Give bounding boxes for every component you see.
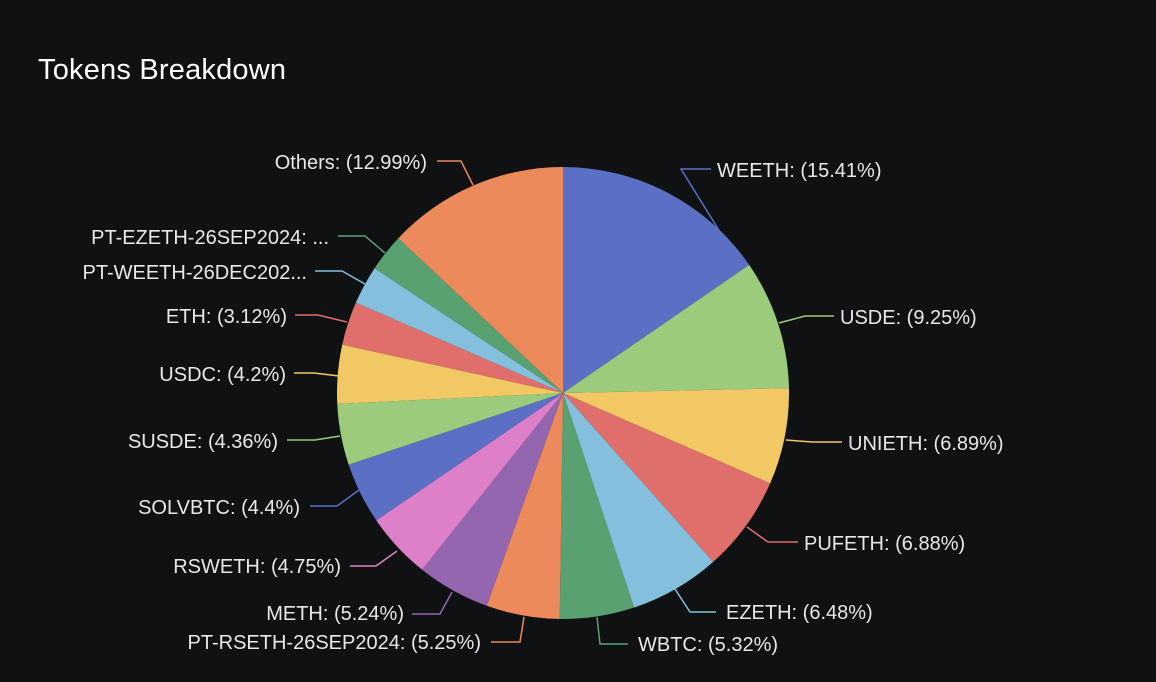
slice-labels: WEETH: (15.41%) USDE: (9.25%) UNIETH: (6.8… xyxy=(82,152,1003,656)
slice-label-pufeth: PUFETH: (6.88%) xyxy=(804,533,965,555)
leader-line-pt-rseth-26sep2024 xyxy=(491,616,525,643)
pie-slice-usde[interactable] xyxy=(563,264,789,393)
slice-label-weeth: WEETH: (15.41%) xyxy=(717,160,881,182)
leader-line-others xyxy=(437,160,474,186)
slice-label-eth: ETH: (3.12%) xyxy=(166,306,287,328)
pie-slice-ezeth[interactable] xyxy=(563,393,714,608)
slice-label-rsweth: RSWETH: (4.75%) xyxy=(173,556,341,578)
slice-label-pt-ezeth-26sep2024: PT-EZETH-26SEP2024: ... xyxy=(91,227,329,249)
leader-lines xyxy=(287,160,842,645)
pie-slice-meth[interactable] xyxy=(422,393,563,606)
pie-slice-pt-rseth-26sep2024[interactable] xyxy=(486,393,563,619)
leader-line-susde xyxy=(287,435,341,441)
pie-slices xyxy=(336,167,790,620)
pie-slice-unieth[interactable] xyxy=(563,388,790,484)
leader-line-ezeth xyxy=(674,588,716,613)
pie-slice-pt-ezeth-26sep2024[interactable] xyxy=(374,238,563,393)
slice-label-ezeth: EZETH: (6.48%) xyxy=(726,602,873,624)
leader-line-weeth xyxy=(679,168,744,270)
pie-slice-eth[interactable] xyxy=(342,302,563,393)
slice-label-unieth: UNIETH: (6.89%) xyxy=(848,433,1004,455)
slice-label-usde: USDE: (9.25%) xyxy=(840,307,977,329)
leader-line-pt-ezeth-26sep2024 xyxy=(338,235,386,254)
leader-line-solvbtc xyxy=(310,489,360,507)
slice-label-usdc: USDC: (4.2%) xyxy=(159,364,286,386)
slice-label-others: Others: (12.99%) xyxy=(275,152,427,174)
pie-slice-pufeth[interactable] xyxy=(563,393,771,562)
slice-label-pt-weeth-26dec2024: PT-WEETH-26DEC202... xyxy=(82,262,307,284)
chart-title: Tokens Breakdown xyxy=(38,54,287,86)
leader-line-rsweth xyxy=(350,550,398,567)
slice-label-solvbtc: SOLVBTC: (4.4%) xyxy=(138,497,300,519)
pie-slice-pt-weeth-26dec2024[interactable] xyxy=(355,268,563,393)
leader-line-pt-weeth-26dec2024 xyxy=(315,270,366,285)
pie-slice-wbtc[interactable] xyxy=(559,393,635,620)
slice-label-pt-rseth-26sep2024: PT-RSETH-26SEP2024: (5.25%) xyxy=(188,632,481,654)
pie-slice-weeth[interactable] xyxy=(563,167,750,393)
pie-slice-rsweth[interactable] xyxy=(376,393,563,570)
leader-line-eth xyxy=(295,314,348,323)
slice-label-wbtc: WBTC: (5.32%) xyxy=(638,634,778,656)
slice-label-susde: SUSDE: (4.36%) xyxy=(128,431,278,453)
slice-label-meth: METH: (5.24%) xyxy=(266,603,404,625)
leader-line-unieth xyxy=(785,439,842,443)
leader-line-meth xyxy=(412,591,453,615)
pie-slice-others[interactable] xyxy=(398,167,563,393)
leader-line-pufeth xyxy=(746,526,798,543)
pie-slice-usdc[interactable] xyxy=(336,344,563,404)
pie-slice-solvbtc[interactable] xyxy=(348,393,563,521)
leader-line-usdc xyxy=(294,372,340,377)
leader-line-usde xyxy=(778,315,834,324)
leader-line-wbtc xyxy=(596,616,628,645)
pie-slice-susde[interactable] xyxy=(337,393,563,465)
